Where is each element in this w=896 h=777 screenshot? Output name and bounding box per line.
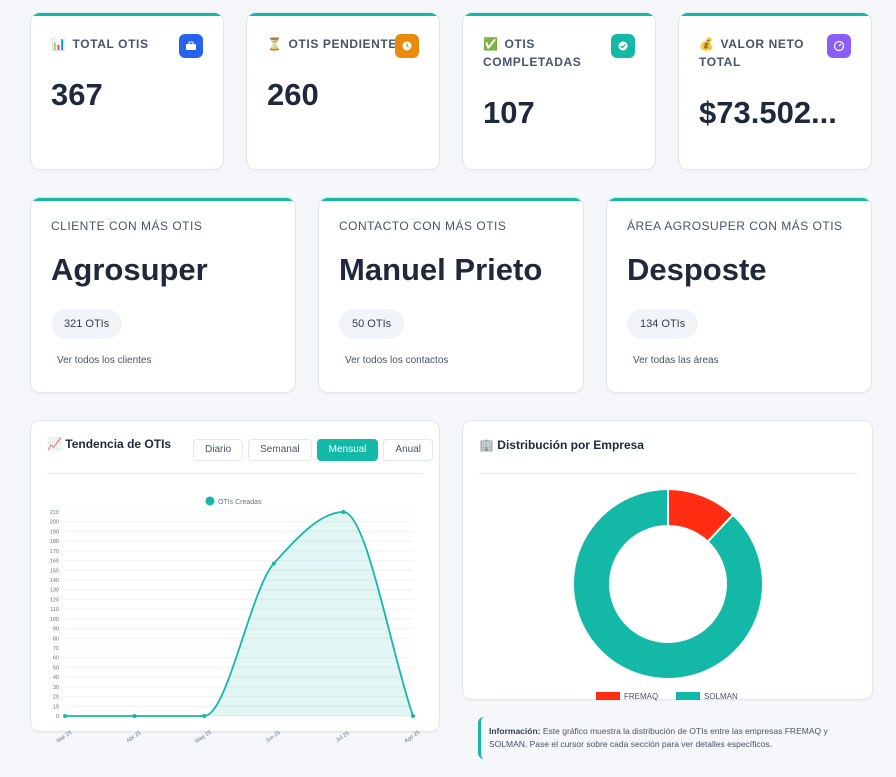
tab-mensual[interactable]: Mensual [316, 439, 379, 461]
stat-value: 367 [51, 77, 103, 112]
info-note: Información: Este gráfico muestra la dis… [478, 717, 860, 759]
stat-card-pending: ⏳ OTIS PENDIENTES 260 [246, 12, 440, 170]
tab-semanal[interactable]: Semanal [248, 439, 312, 461]
top-area-card: ÁREA AGROSUPER CON MÁS OTIS Desposte 134… [606, 197, 872, 393]
stat-label: 📊 TOTAL OTIS [51, 37, 149, 51]
stat-value: 107 [483, 95, 535, 130]
tab-diario[interactable]: Diario [193, 439, 244, 461]
view-all-contacts-link[interactable]: Ver todos los contactos [345, 355, 449, 366]
divider [47, 473, 423, 474]
period-tabs: Diario Semanal Mensual Anual [193, 439, 433, 461]
clock-icon [395, 34, 419, 58]
x-tick-label: Mar 25 [56, 730, 73, 745]
card-value: Agrosuper [51, 252, 208, 287]
stat-label: ⏳ OTIS PENDIENTES [267, 37, 406, 51]
card-label: ÁREA AGROSUPER CON MÁS OTIS [627, 219, 843, 233]
x-tick-label: Jul 25 [335, 731, 350, 744]
count-badge: 50 OTIs [339, 309, 405, 339]
card-label: CONTACTO CON MÁS OTIS [339, 219, 507, 233]
trend-title: 📈 Tendencia de OTIs [47, 437, 172, 451]
card-value: Manuel Prieto [339, 252, 543, 287]
stat-value: 260 [267, 77, 319, 112]
distribution-panel: 🏢 Distribución por Empresa [462, 420, 873, 700]
check-circle-icon [611, 34, 635, 58]
count-badge: 321 OTIs [51, 309, 123, 339]
info-text: Este gráfico muestra la distribución de … [489, 726, 828, 749]
stat-value: $73.502... [699, 95, 837, 130]
view-all-clients-link[interactable]: Ver todos los clientes [57, 355, 152, 366]
gauge-icon [827, 34, 851, 58]
briefcase-icon [179, 34, 203, 58]
x-tick-label: Jun 25 [265, 730, 282, 744]
x-tick-label: Abr 25 [126, 730, 143, 744]
tab-anual[interactable]: Anual [383, 439, 433, 461]
top-contact-card: CONTACTO CON MÁS OTIS Manuel Prieto 50 O… [318, 197, 584, 393]
divider [479, 473, 858, 474]
stat-label: 💰 VALOR NETO TOTAL [699, 37, 805, 69]
stat-card-net-value: 💰 VALOR NETO TOTAL $73.502... [678, 12, 872, 170]
stat-card-total: 📊 TOTAL OTIS 367 [30, 12, 224, 170]
top-client-card: CLIENTE CON MÁS OTIS Agrosuper 321 OTIs … [30, 197, 296, 393]
stat-label: ✅ OTIS COMPLETADAS [483, 37, 582, 69]
info-label: Información: [489, 726, 541, 736]
stat-card-completed: ✅ OTIS COMPLETADAS 107 [462, 12, 656, 170]
trend-panel: 📈 Tendencia de OTIs Diario Semanal Mensu… [30, 420, 440, 732]
count-badge: 134 OTIs [627, 309, 699, 339]
view-all-areas-link[interactable]: Ver todas las áreas [633, 355, 719, 366]
card-value: Desposte [627, 252, 767, 287]
distribution-title: 🏢 Distribución por Empresa [479, 438, 644, 452]
card-label: CLIENTE CON MÁS OTIS [51, 219, 203, 233]
